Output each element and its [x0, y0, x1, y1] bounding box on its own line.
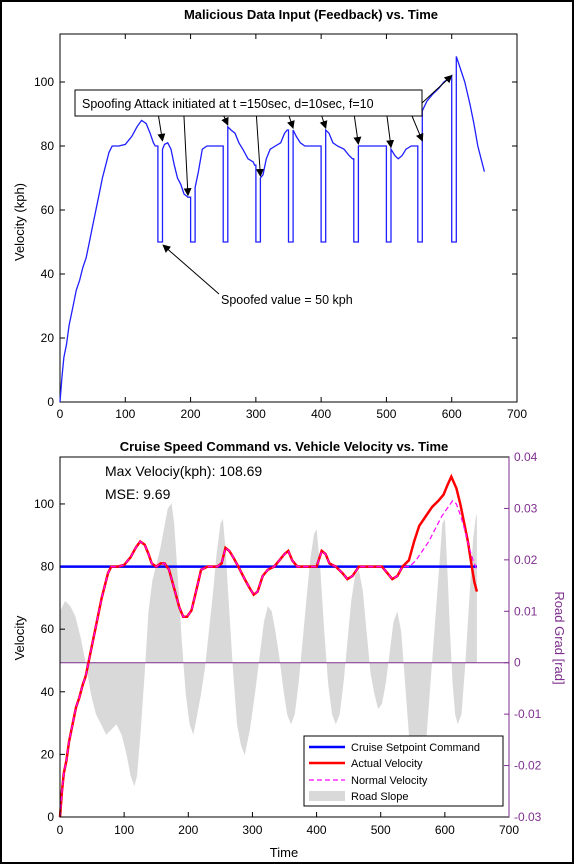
max-velocity-text: Max Velociy(kph): 108.69 — [105, 463, 262, 479]
mse-text: MSE: 9.69 — [105, 486, 171, 502]
chart2-ytick-label: 20 — [41, 747, 55, 761]
chart2-ytick-right-label: 0.03 — [514, 501, 538, 515]
chart1-arrows — [157, 74, 453, 295]
spoofing-annotation: Spoofing Attack initiated at t =150sec, … — [74, 89, 423, 117]
chart2-ylabel-right: Road Grad [rad] — [552, 591, 567, 684]
spoof-arrow — [319, 115, 328, 129]
chart2-xtick-label: 600 — [435, 823, 455, 837]
legend-swatch-slope — [309, 791, 345, 801]
spoof-arrow — [183, 115, 192, 197]
chart2-ytick-right-label: -0.03 — [514, 810, 542, 824]
chart2-ticks: 0 100 200 300 400 500 600 700 0 20 40 60 80 100 0.04 0.… — [34, 450, 542, 837]
chart2-xtick-label: 300 — [242, 823, 262, 837]
chart2-xtick-label: 700 — [499, 823, 519, 837]
chart2-legend: Cruise Setpoint Command Actual Velocity … — [303, 735, 504, 807]
chart2-xtick-label: 400 — [307, 823, 327, 837]
spoof-arrow-last — [421, 74, 453, 104]
legend-label-slope: Road Slope — [351, 791, 409, 803]
chart1-ytick-label: 80 — [41, 139, 55, 153]
chart1-xtick-label: 200 — [181, 407, 201, 421]
spoof-arrow — [157, 115, 166, 142]
spoofed-value-annotation: Spoofed value = 50 kph — [221, 293, 353, 307]
chart2-xtick-label: 0 — [57, 823, 64, 837]
chart2-ytick-right-label: 0 — [514, 656, 521, 670]
chart2-title: Cruise Speed Command vs. Vehicle Velocit… — [120, 439, 449, 454]
chart2-ytick-label: 60 — [41, 622, 55, 636]
legend-label-actual: Actual Velocity — [351, 758, 423, 770]
chart2-ytick-label: 0 — [47, 810, 54, 824]
chart1-xtick-label: 100 — [115, 407, 135, 421]
chart1-ytick-label: 100 — [34, 75, 54, 89]
chart-cruise-speed: Cruise Speed Command vs. Vehicle Velocit… — [12, 439, 567, 860]
chart1-xtick-label: 500 — [376, 407, 396, 421]
spoof-arrow — [221, 115, 229, 126]
chart2-series-normal-velocity — [59, 499, 478, 818]
chart2-ytick-right-label: -0.02 — [514, 759, 542, 773]
road-slope-area — [60, 503, 477, 802]
chart1-ytick-label: 40 — [41, 267, 55, 281]
chart2-ytick-right-label: -0.01 — [514, 707, 542, 721]
spoofing-annotation-text: Spoofing Attack initiated at t =150sec, … — [82, 97, 374, 111]
chart1-ytick-label: 0 — [47, 395, 54, 409]
legend-label-setpoint: Cruise Setpoint Command — [351, 742, 480, 754]
legend-label-normal: Normal Velocity — [351, 775, 428, 787]
chart2-ytick-label: 80 — [41, 560, 55, 574]
chart1-title: Malicious Data Input (Feedback) vs. Time — [184, 7, 438, 22]
chart1-xtick-label: 400 — [311, 407, 331, 421]
spoof-arrow — [353, 115, 362, 145]
chart1-xtick-label: 300 — [246, 407, 266, 421]
spoof-arrow — [386, 115, 395, 149]
chart1-ytick-label: 20 — [41, 331, 55, 345]
chart2-road-slope — [60, 503, 509, 802]
chart2-xtick-label: 200 — [178, 823, 198, 837]
spoofed-value-arrow — [162, 244, 220, 295]
chart2-ytick-label: 40 — [41, 685, 55, 699]
chart2-ytick-right-label: 0.02 — [514, 553, 538, 567]
chart1-ticks: 0 100 200 300 400 500 600 700 0 20 40 60 80 100 — [34, 34, 527, 421]
chart2-lines — [58, 473, 479, 818]
chart1-ylabel: Velocity (kph) — [12, 183, 27, 261]
chart1-xtick-label: 600 — [442, 407, 462, 421]
chart1-xtick-label: 0 — [57, 407, 64, 421]
chart2-xlabel: Time — [270, 845, 298, 860]
chart2-ytick-right-label: 0.04 — [514, 450, 538, 464]
chart2-xtick-label: 500 — [371, 823, 391, 837]
chart2-ytick-label: 100 — [34, 497, 54, 511]
chart2-ylabel: Velocity — [12, 615, 27, 660]
chart2-xtick-label: 100 — [114, 823, 134, 837]
chart1-ytick-label: 60 — [41, 203, 55, 217]
chart1-series-line — [59, 56, 486, 403]
spoof-arrow — [255, 115, 264, 177]
spoof-arrow — [287, 115, 295, 129]
chart1-xtick-label: 700 — [507, 407, 527, 421]
spoof-arrow — [411, 115, 424, 142]
chart-malicious-input: Malicious Data Input (Feedback) vs. Time… — [12, 7, 527, 421]
chart2-ytick-right-label: 0.01 — [514, 604, 538, 618]
chart1-lines — [59, 56, 486, 403]
